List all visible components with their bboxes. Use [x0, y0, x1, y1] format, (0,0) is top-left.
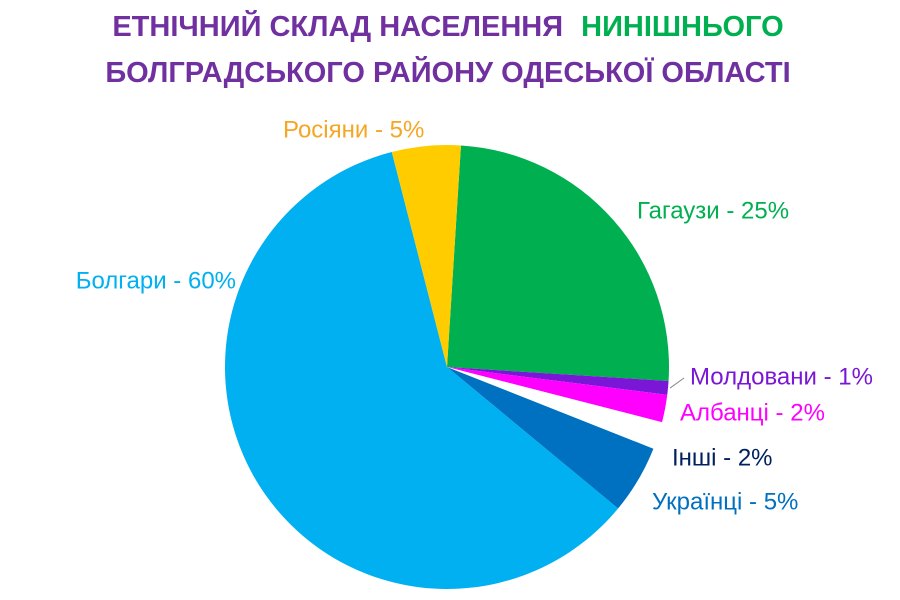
title-part: НИНІШНЬОГО — [581, 11, 784, 43]
data-label: Інші - 2% — [672, 444, 773, 471]
data-label: Молдовани - 1% — [690, 363, 873, 390]
data-label: Українці - 5% — [652, 488, 798, 515]
pie-slice — [225, 151, 619, 589]
chart-title-line: БОЛГРАДСЬКОГО РАЙОНУ ОДЕСЬКОЇ ОБЛАСТІ — [105, 55, 790, 89]
pie-slice — [447, 367, 669, 395]
data-label: Росіяни - 5% — [283, 116, 424, 143]
data-label: Албанці - 2% — [680, 399, 825, 426]
data-label: Болгари - 60% — [76, 267, 236, 294]
pie-slice — [447, 145, 669, 381]
pie-slice — [447, 367, 668, 423]
chart-title-line: ЕТНІЧНИЙ СКЛАД НАСЕЛЕННЯ НИНІШНЬОГО — [112, 9, 783, 43]
pie-slice — [447, 367, 654, 509]
title-part: ЕТНІЧНИЙ СКЛАД НАСЕЛЕННЯ — [112, 9, 563, 43]
pie-slice — [391, 145, 461, 367]
data-label: Гагаузи - 25% — [637, 197, 789, 224]
pie-slice — [447, 367, 663, 449]
leader-line — [669, 377, 685, 389]
title-part: БОЛГРАДСЬКОГО РАЙОНУ ОДЕСЬКОЇ ОБЛАСТІ — [105, 55, 790, 89]
